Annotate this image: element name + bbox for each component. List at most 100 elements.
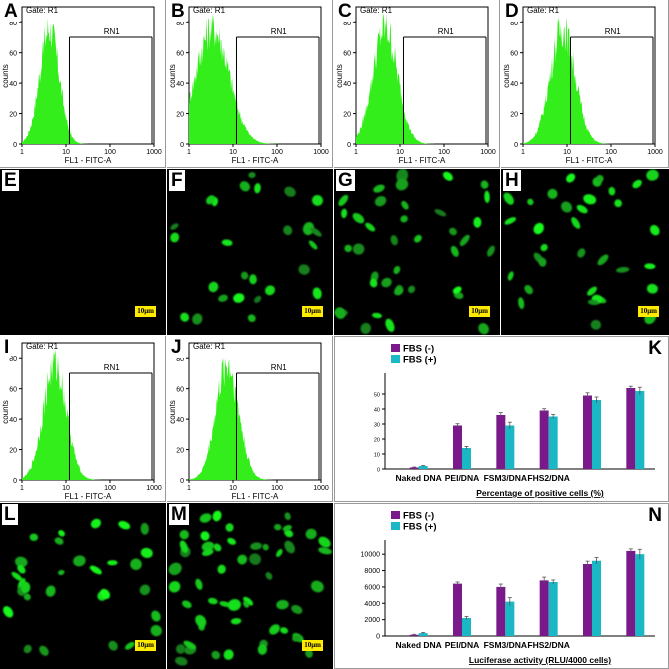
fluorescent-cell — [195, 614, 207, 628]
fluorescent-cell — [58, 569, 65, 576]
y-tick-label: 0 — [180, 142, 184, 149]
fluorescent-cell — [140, 547, 153, 559]
fluorescent-cell — [284, 540, 295, 554]
microscopy-panel-g: G 10μm — [334, 169, 500, 335]
fluorescent-cell — [205, 195, 216, 205]
histogram-fill — [22, 349, 154, 480]
bar — [583, 564, 592, 636]
fluorescent-cell — [576, 204, 588, 214]
y-tick-label: 8000 — [364, 568, 380, 575]
fluorescent-cell — [302, 222, 315, 236]
scale-bar: 10μm — [302, 640, 323, 651]
fluorescent-cell — [608, 186, 616, 196]
fluorescent-cell — [478, 323, 490, 335]
y-tick-label: 80 — [9, 356, 17, 363]
fluorescent-cell — [616, 266, 630, 273]
bar-chart-panel-k: K 0 10 20 30 40 50 Naked DNA PEI/DNA FSM3/DNA FHS… — [334, 336, 669, 502]
bar — [496, 586, 506, 636]
fluorescent-cell — [393, 265, 401, 275]
panel-letter: N — [646, 505, 664, 526]
fluorescent-cell — [310, 580, 324, 593]
fluorescent-cell — [487, 245, 495, 257]
fluorescent-cell — [434, 209, 447, 217]
fluorescent-cell — [282, 525, 292, 532]
category-label: FSM3/DNA — [484, 640, 527, 650]
fluorescent-cell — [219, 601, 231, 607]
x-tick-label: 100 — [438, 149, 450, 156]
fluorescent-cell — [90, 518, 102, 529]
x-tick-label: 1000 — [146, 485, 162, 492]
y-tick-label: 60 — [510, 51, 518, 58]
fluorescent-cell — [247, 314, 256, 322]
fluorescent-cell — [566, 173, 576, 183]
x-tick-label: 100 — [104, 149, 116, 156]
x-axis-label: FL1 - FITC-A — [65, 156, 112, 165]
y-tick-label: 20 — [374, 438, 380, 444]
legend-label: FBS (+) — [403, 522, 437, 533]
fluorescent-cell — [207, 597, 218, 605]
region-label: RN1 — [104, 363, 121, 372]
fluorescent-cell — [23, 644, 32, 654]
fluorescent-cell — [221, 239, 233, 246]
bar — [462, 448, 471, 469]
histogram-panel-j: J Gate: R1 0 20 40 60 80 1 10 100 1000 counts FL1 -… — [167, 336, 333, 502]
x-tick-label: 100 — [271, 149, 283, 156]
fluorescent-cell — [503, 192, 514, 205]
fluorescent-cell — [118, 520, 131, 530]
fluorescent-cell — [139, 584, 151, 596]
fluorescent-cell — [274, 523, 282, 531]
legend-swatch — [391, 344, 400, 352]
fluorescent-cell — [373, 184, 385, 193]
y-tick-label: 0 — [180, 478, 184, 485]
fluorescent-cell — [374, 195, 387, 207]
y-tick-label: 40 — [176, 81, 184, 88]
fluorescent-cell — [257, 644, 268, 655]
x-tick-label: 1 — [20, 485, 24, 492]
fluorescent-cell — [450, 245, 459, 257]
fluorescent-cell — [449, 227, 457, 236]
fluorescent-cell — [192, 313, 203, 325]
category-label: PEI/DNA — [445, 640, 479, 650]
fluorescent-cell — [590, 319, 602, 330]
scale-bar: 10μm — [135, 640, 156, 651]
gate-label: Gate: R1 — [360, 6, 393, 15]
fluorescent-cell — [318, 536, 331, 548]
fluorescent-cell — [269, 624, 280, 635]
category-label: FHS2/DNA — [527, 640, 570, 650]
x-tick-label: 10 — [62, 149, 70, 156]
fluorescent-cell — [632, 179, 642, 189]
gate-label: Gate: R1 — [193, 342, 226, 351]
category-label: Naked DNA — [396, 473, 442, 483]
fluorescent-cell — [230, 618, 242, 625]
fluorescent-cell — [45, 585, 56, 597]
x-tick-label: 1 — [521, 149, 525, 156]
fluorescent-cell — [54, 537, 64, 545]
fluorescent-cell — [365, 222, 376, 232]
fluorescent-cell — [276, 599, 289, 610]
y-tick-label: 20 — [176, 448, 184, 455]
flow-histogram: Gate: R1 0 20 40 60 80 1 10 100 1000 counts FL1 - F… — [168, 6, 329, 165]
fluorescent-cell — [352, 213, 365, 224]
fluorescent-cell — [130, 558, 142, 571]
panel-letter: C — [336, 1, 354, 22]
fluorescent-cell — [201, 541, 215, 552]
bar — [548, 416, 558, 469]
fluorescent-cell — [29, 533, 39, 542]
y-tick-label: 20 — [176, 112, 184, 119]
fluorescent-cell — [318, 547, 332, 555]
y-tick-label: 4000 — [364, 601, 380, 608]
legend-swatch — [391, 355, 400, 363]
y-tick-label: 80 — [176, 356, 184, 363]
flow-histogram: Gate: R1 0 20 40 60 80 1 10 100 1000 counts FL1 - F… — [1, 342, 162, 501]
scale-bar: 10μm — [469, 306, 490, 317]
fluorescent-cell — [199, 513, 212, 523]
y-tick-label: 60 — [9, 387, 17, 394]
category-label: Naked DNA — [396, 640, 442, 650]
fluorescent-cell — [385, 318, 395, 332]
bar — [635, 391, 645, 469]
fluorescent-cell — [390, 235, 398, 246]
panel-letter: H — [503, 170, 521, 191]
fluorescent-cell — [284, 529, 294, 538]
bar — [453, 583, 462, 636]
fluorescent-cell — [308, 240, 318, 250]
